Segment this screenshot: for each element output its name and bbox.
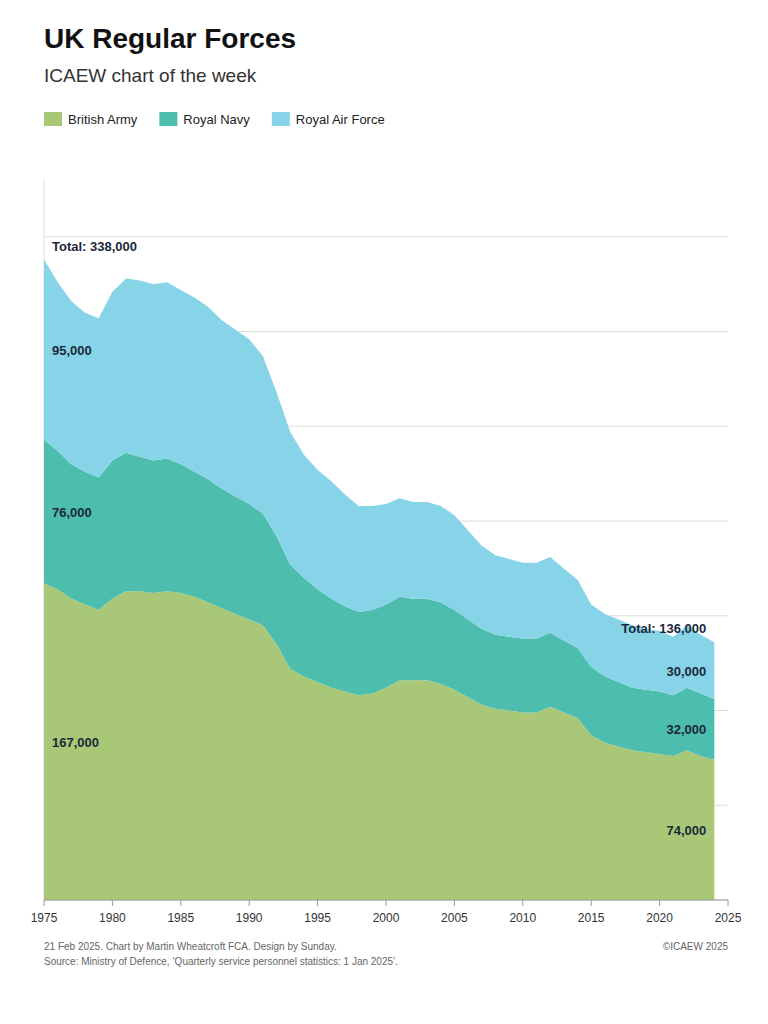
x-tick	[454, 900, 455, 906]
footer-right: ©ICAEW 2025	[663, 941, 729, 952]
legend-swatch	[44, 112, 62, 126]
annotations: 167,000 76,000 95,000 Total: 338,000 74,000 3…	[52, 239, 706, 838]
x-tick	[386, 900, 387, 906]
annotation: 95,000	[52, 343, 92, 358]
background	[0, 0, 768, 1024]
x-tick-label: 2005	[441, 911, 468, 925]
x-tick	[659, 900, 660, 906]
areas	[44, 260, 714, 900]
x-tick-label: 2020	[646, 911, 673, 925]
subtitle: ICAEW chart of the week	[44, 65, 257, 86]
area	[44, 260, 714, 700]
x-tick-label: 1995	[304, 911, 331, 925]
annotation: 167,000	[52, 735, 99, 750]
annotation: 76,000	[52, 505, 92, 520]
x-tick-label: 1985	[167, 911, 194, 925]
legend-label: Royal Navy	[183, 112, 250, 127]
grid	[44, 237, 728, 900]
x-tick	[180, 900, 181, 906]
legend-label: British Army	[68, 112, 138, 127]
annotation: 30,000	[667, 664, 707, 679]
legend-swatch	[272, 112, 290, 126]
annotation: 32,000	[667, 722, 707, 737]
title: UK Regular Forces	[44, 23, 296, 54]
x-tick-label: 1975	[31, 911, 58, 925]
legend-label: Royal Air Force	[296, 112, 385, 127]
annotation: Total: 338,000	[52, 239, 137, 254]
x-tick	[591, 900, 592, 906]
x-tick-label: 1980	[99, 911, 126, 925]
x-tick-label: 2015	[578, 911, 605, 925]
footer-left: 21 Feb 2025. Chart by Martin Wheatcroft …	[44, 941, 398, 967]
x-tick	[112, 900, 113, 906]
x-tick-label: 2000	[373, 911, 400, 925]
annotation: Total: 136,000	[621, 621, 706, 636]
x-tick-label: 2010	[509, 911, 536, 925]
legend: British Army Royal Navy Royal Air Force	[44, 112, 385, 127]
x-tick	[249, 900, 250, 906]
x-tick	[44, 900, 45, 906]
x-tick	[317, 900, 318, 906]
x-tick-label: 2025	[715, 911, 742, 925]
annotation: 74,000	[667, 823, 707, 838]
x-tick-label: 1990	[236, 911, 263, 925]
x-tick	[728, 900, 729, 906]
x-tick	[522, 900, 523, 906]
x-axis: 1975 1980 1985 1990 1995 2000 2005 2010 2015 2020…	[31, 900, 742, 925]
chart: UK Regular Forces ICAEW chart of the week…	[0, 0, 768, 1024]
grid-line	[44, 236, 728, 237]
legend-swatch	[159, 112, 177, 126]
